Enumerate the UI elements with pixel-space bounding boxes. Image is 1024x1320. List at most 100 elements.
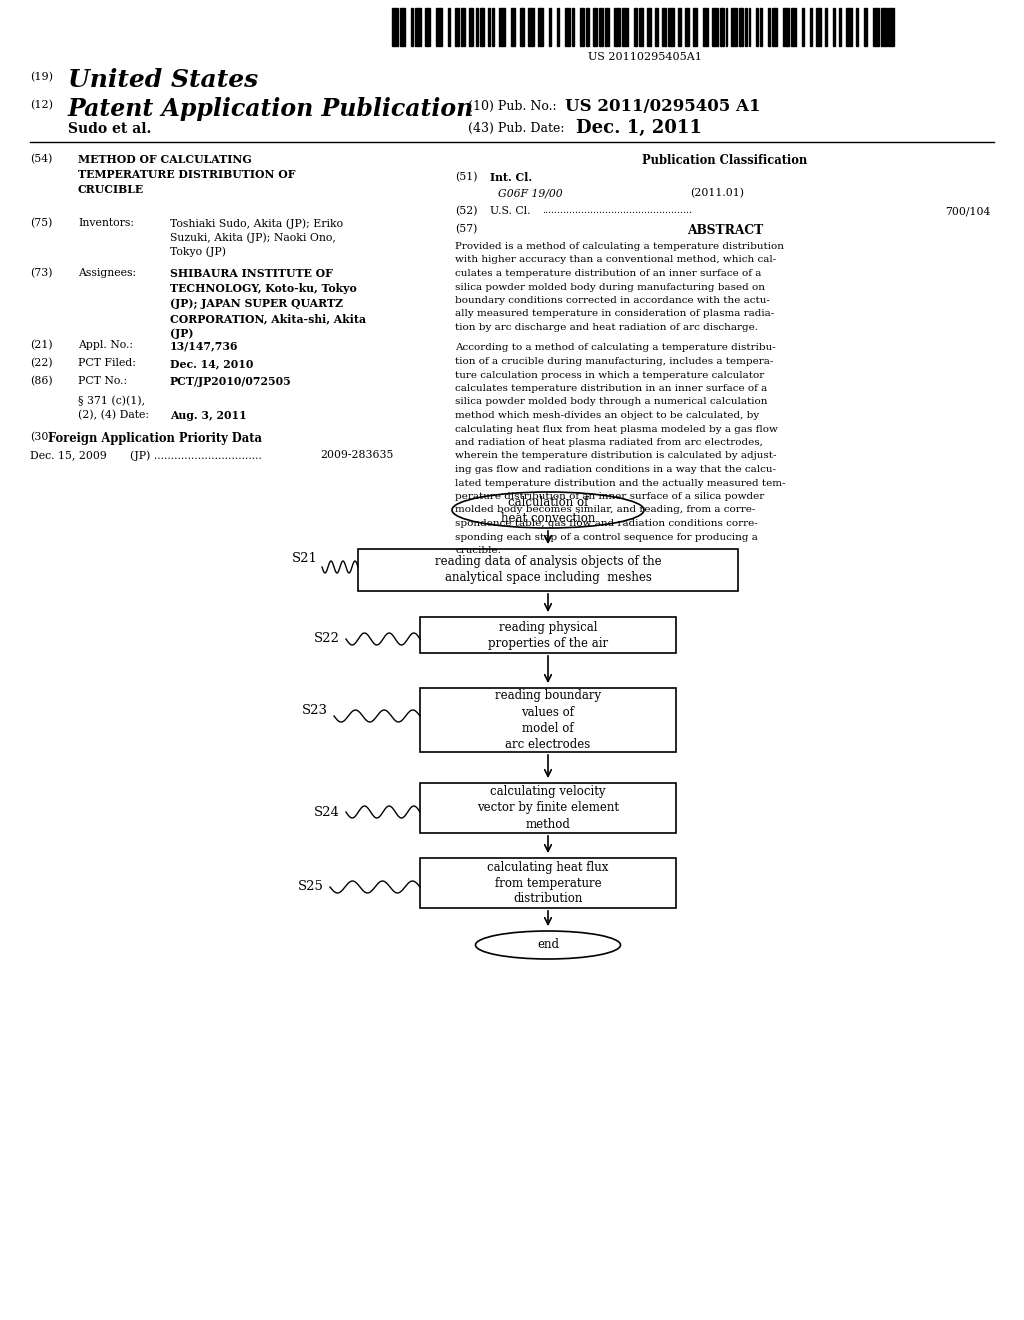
Text: PCT Filed:: PCT Filed: <box>78 358 136 368</box>
Text: Dec. 14, 2010: Dec. 14, 2010 <box>170 358 253 370</box>
Text: US 20110295405A1: US 20110295405A1 <box>588 51 701 62</box>
Text: Toshiaki Sudo, Akita (JP); Eriko
Suzuki, Akita (JP); Naoki Ono,
Tokyo (JP): Toshiaki Sudo, Akita (JP); Eriko Suzuki,… <box>170 218 343 257</box>
Text: S23: S23 <box>302 704 328 717</box>
Bar <box>647 8 650 46</box>
Text: culates a temperature distribution of an inner surface of a: culates a temperature distribution of an… <box>455 269 762 279</box>
Text: boundary conditions corrected in accordance with the actu-: boundary conditions corrected in accorda… <box>455 296 770 305</box>
Text: Publication Classification: Publication Classification <box>642 154 808 168</box>
Text: Dec. 15, 2009: Dec. 15, 2009 <box>30 450 106 459</box>
Text: tion of a crucible during manufacturing, includes a tempera-: tion of a crucible during manufacturing,… <box>455 356 773 366</box>
Bar <box>678 8 681 46</box>
Bar <box>622 8 628 46</box>
Bar <box>580 8 584 46</box>
Bar <box>634 8 637 46</box>
Bar <box>771 8 777 46</box>
Text: (JP) ................................: (JP) ................................ <box>130 450 262 461</box>
Text: S25: S25 <box>298 880 324 894</box>
Bar <box>760 8 762 46</box>
Text: Inventors:: Inventors: <box>78 218 134 228</box>
Bar <box>833 8 835 46</box>
Text: wherein the temperature distribution is calculated by adjust-: wherein the temperature distribution is … <box>455 451 776 461</box>
Bar <box>731 8 737 46</box>
Bar <box>825 8 827 46</box>
Text: (22): (22) <box>30 358 52 368</box>
Text: S21: S21 <box>292 552 317 565</box>
Text: According to a method of calculating a temperature distribu-: According to a method of calculating a t… <box>455 343 776 352</box>
Text: S22: S22 <box>314 632 340 645</box>
Text: G06F 19/00: G06F 19/00 <box>498 187 562 198</box>
Text: Int. Cl.: Int. Cl. <box>490 172 532 183</box>
Text: (54): (54) <box>30 154 52 164</box>
Bar <box>768 8 770 46</box>
Bar <box>668 8 674 46</box>
Bar <box>461 8 465 46</box>
Text: (51): (51) <box>455 172 477 182</box>
Text: Foreign Application Priority Data: Foreign Application Priority Data <box>48 432 262 445</box>
Bar <box>392 8 397 46</box>
Text: (2011.01): (2011.01) <box>690 187 744 198</box>
Bar <box>839 8 841 46</box>
Text: (2), (4) Date:: (2), (4) Date: <box>78 411 150 420</box>
Text: 13/147,736: 13/147,736 <box>170 341 239 351</box>
Bar <box>712 8 718 46</box>
Text: perature distribution of an inner surface of a silica powder: perature distribution of an inner surfac… <box>455 492 764 502</box>
Text: ally measured temperature in consideration of plasma radia-: ally measured temperature in considerati… <box>455 309 774 318</box>
Bar <box>889 8 894 46</box>
Bar <box>749 8 751 46</box>
Bar <box>756 8 758 46</box>
Text: (52): (52) <box>455 206 477 216</box>
Bar <box>436 8 441 46</box>
Text: method which mesh-divides an object to be calculated, by: method which mesh-divides an object to b… <box>455 411 759 420</box>
Bar <box>511 8 515 46</box>
Bar <box>480 8 484 46</box>
Bar <box>846 8 852 46</box>
Text: § 371 (c)(1),: § 371 (c)(1), <box>78 396 145 407</box>
Text: 2009-283635: 2009-283635 <box>319 450 393 459</box>
Bar <box>815 8 821 46</box>
Text: silica powder molded body through a numerical calculation: silica powder molded body through a nume… <box>455 397 768 407</box>
Text: crucible.: crucible. <box>455 546 501 554</box>
Bar <box>586 8 590 46</box>
Text: calculating heat flux
from temperature
distribution: calculating heat flux from temperature d… <box>487 861 608 906</box>
Bar <box>725 8 727 46</box>
Text: Dec. 1, 2011: Dec. 1, 2011 <box>575 119 701 137</box>
Text: (12): (12) <box>30 100 53 111</box>
Bar <box>476 8 478 46</box>
Text: end: end <box>537 939 559 952</box>
Bar <box>415 8 421 46</box>
Text: reading data of analysis objects of the
analytical space including  meshes: reading data of analysis objects of the … <box>434 556 662 585</box>
Text: ing gas flow and radiation conditions in a way that the calcu-: ing gas flow and radiation conditions in… <box>455 465 776 474</box>
Bar <box>492 8 494 46</box>
Bar <box>693 8 696 46</box>
Text: (73): (73) <box>30 268 52 279</box>
Text: PCT No.:: PCT No.: <box>78 376 127 385</box>
Bar <box>856 8 858 46</box>
Text: tion by arc discharge and heat radiation of arc discharge.: tion by arc discharge and heat radiation… <box>455 323 758 333</box>
Text: molded body becomes similar, and reading, from a corre-: molded body becomes similar, and reading… <box>455 506 756 515</box>
Bar <box>810 8 812 46</box>
Text: spondence table, gas flow and radiation conditions corre-: spondence table, gas flow and radiation … <box>455 519 758 528</box>
Bar <box>557 8 559 46</box>
Bar <box>605 8 608 46</box>
Text: SHIBAURA INSTITUTE OF
TECHNOLOGY, Koto-ku, Tokyo
(JP); JAPAN SUPER QUARTZ
CORPOR: SHIBAURA INSTITUTE OF TECHNOLOGY, Koto-k… <box>170 268 366 339</box>
Text: Aug. 3, 2011: Aug. 3, 2011 <box>170 411 247 421</box>
Text: United States: United States <box>68 69 258 92</box>
Text: ..................................................: ........................................… <box>542 206 692 215</box>
Bar <box>873 8 879 46</box>
Bar <box>500 8 505 46</box>
Text: (86): (86) <box>30 376 52 387</box>
Bar <box>520 8 524 46</box>
Bar <box>720 8 724 46</box>
Bar <box>564 8 570 46</box>
Bar <box>599 8 603 46</box>
Text: Appl. No.:: Appl. No.: <box>78 341 133 350</box>
Bar <box>739 8 742 46</box>
Text: calculating heat flux from heat plasma modeled by a gas flow: calculating heat flux from heat plasma m… <box>455 425 778 433</box>
Bar <box>783 8 788 46</box>
Text: calculates temperature distribution in an inner surface of a: calculates temperature distribution in a… <box>455 384 767 393</box>
Bar <box>593 8 597 46</box>
Text: Provided is a method of calculating a temperature distribution: Provided is a method of calculating a te… <box>455 242 784 251</box>
Bar <box>614 8 621 46</box>
Text: calculation of
heat convection: calculation of heat convection <box>501 495 595 524</box>
Bar <box>572 8 574 46</box>
